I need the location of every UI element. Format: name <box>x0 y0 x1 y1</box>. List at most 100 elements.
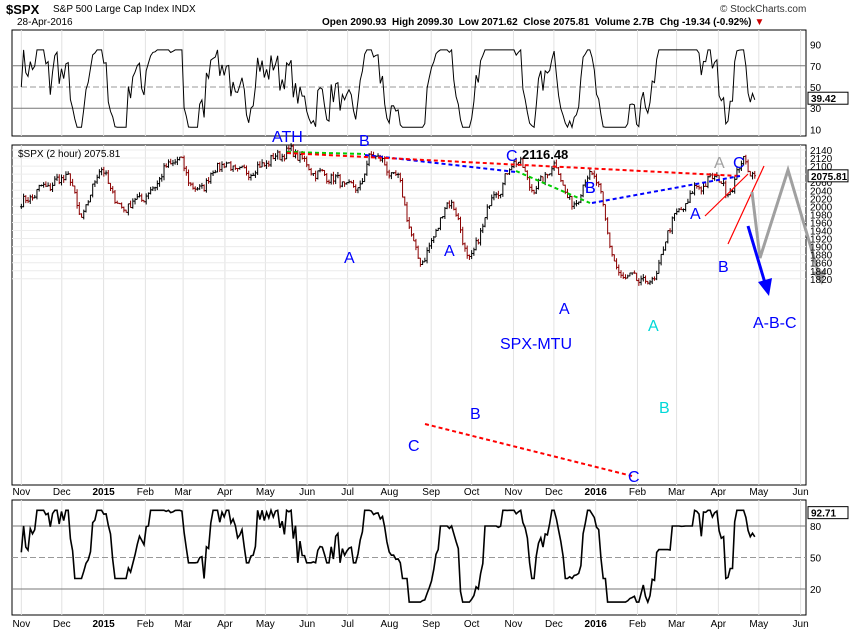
wave-label: A <box>690 206 701 223</box>
wave-label: A <box>444 243 455 260</box>
x-tick-label: Jul <box>341 487 354 498</box>
wave-label: C <box>628 469 640 486</box>
x-tick-label: Jun <box>299 487 315 498</box>
wave-label: C <box>408 438 420 455</box>
price-tick-label: 1840 <box>810 267 833 278</box>
gray-arrow-head <box>812 270 826 285</box>
x-tick-label-bottom: Apr <box>711 619 727 630</box>
wave-label: A <box>559 301 570 318</box>
price-tick-label: 2060 <box>810 178 833 189</box>
projection-label: A-B-C <box>753 315 797 332</box>
wave-label: A <box>648 318 659 335</box>
chart-date: 28-Apr-2016 <box>17 17 73 28</box>
red-dashed-upper <box>286 152 741 177</box>
x-tick-label: Feb <box>137 487 155 498</box>
rsi-tick-label: 10 <box>810 125 822 136</box>
x-tick-label: May <box>749 487 768 498</box>
price-tick-label: 2120 <box>810 154 833 165</box>
gray-projection <box>750 164 822 279</box>
x-tick-label-bottom: 2015 <box>92 619 115 630</box>
x-tick-label: Apr <box>217 487 233 498</box>
peak-value-label: 2116.48 <box>522 147 568 162</box>
rsi-tick-label: 50 <box>810 83 822 94</box>
blue-dashed-line-2 <box>591 175 741 204</box>
price-tick-label: 1900 <box>810 243 833 254</box>
x-tick-label-bottom: Nov <box>505 619 523 630</box>
price-last-value: 2075.81 <box>811 172 848 183</box>
x-tick-label-bottom: Jun <box>793 619 809 630</box>
grid-lines <box>12 30 806 615</box>
x-tick-label-bottom: Jul <box>341 619 354 630</box>
x-tick-label: Apr <box>711 487 727 498</box>
x-tick-label: Mar <box>668 487 686 498</box>
x-tick-label: Dec <box>545 487 563 498</box>
price-tick-label: 2000 <box>810 202 833 213</box>
lower-last-value: 92.71 <box>811 509 836 520</box>
x-tick-label-bottom: Dec <box>53 619 71 630</box>
lower-tick-label: 80 <box>810 522 822 533</box>
price-tick-label: 1980 <box>810 210 833 221</box>
rsi-line <box>20 48 756 130</box>
panel-frame <box>11 144 807 486</box>
wave-label: B <box>718 259 729 276</box>
main-legend: $SPX (2 hour) 2075.81 <box>18 149 121 160</box>
price-tick-label: 1960 <box>810 218 833 229</box>
chg-arrow-icon: ▼ <box>754 17 765 28</box>
x-tick-label-bottom: Apr <box>217 619 233 630</box>
x-tick-label-bottom: Jun <box>299 619 315 630</box>
x-tick-label: May <box>256 487 275 498</box>
x-tick-label: 2015 <box>92 487 115 498</box>
price-tick-label: 1920 <box>810 235 833 246</box>
security-name-text: S&P 500 Large Cap Index <box>53 4 170 15</box>
green-dashed-line <box>286 151 366 155</box>
x-tick-label-bottom: May <box>256 619 275 630</box>
x-tick-label-bottom: Sep <box>422 619 440 630</box>
rsi-last-value: 39.42 <box>811 94 836 105</box>
x-tick-label: Feb <box>629 487 647 498</box>
panel-frame <box>11 29 807 137</box>
x-tick-label-bottom: Oct <box>464 619 480 630</box>
blue-arrow-head <box>758 278 772 296</box>
watermark: © StockCharts.com <box>720 4 807 15</box>
rsi-tick-label: 90 <box>810 41 822 52</box>
price-tick-label: 2140 <box>810 146 833 157</box>
x-tick-label-bottom: Feb <box>137 619 155 630</box>
axis-text: Nov Nov Dec Dec 2015 2015 Feb Feb Mar Mar Apr Apr Ma… <box>12 41 849 630</box>
wave-label: B <box>585 180 596 197</box>
ath-label: ATH <box>272 129 303 146</box>
x-tick-label-bottom: May <box>749 619 768 630</box>
x-tick-label-bottom: Dec <box>545 619 563 630</box>
x-tick-label: Sep <box>422 487 440 498</box>
x-tick-label: Aug <box>381 487 399 498</box>
price-tick-label: 1820 <box>810 275 833 286</box>
x-tick-label-bottom: Aug <box>381 619 399 630</box>
wave-label: B <box>585 180 596 197</box>
price-tick-label: 2100 <box>810 162 833 173</box>
ohlc-readout: Open 2090.93 High 2099.30 Low 2071.62 Cl… <box>322 17 764 28</box>
price-candles <box>20 143 757 286</box>
price-tick-label: 1880 <box>810 251 833 262</box>
wave-label: B <box>359 133 370 150</box>
wave-label: B <box>470 406 481 423</box>
wedge-lower <box>727 165 765 245</box>
blue-projection <box>746 225 767 284</box>
x-tick-label: Dec <box>53 487 71 498</box>
x-tick-label: Nov <box>505 487 523 498</box>
price-tick-label: 1860 <box>810 259 833 270</box>
price-tick-label: 2040 <box>810 186 833 197</box>
price-tick-label: 1940 <box>810 227 833 238</box>
wave-label: C <box>506 148 518 165</box>
symbol-title: $SPX <box>6 2 40 17</box>
wave-label: B <box>659 400 670 417</box>
x-tick-label: 2016 <box>585 487 608 498</box>
x-tick-label-bottom: 2016 <box>585 619 608 630</box>
x-tick-label-bottom: Feb <box>629 619 647 630</box>
indicator-lines <box>20 48 756 605</box>
x-tick-label: Nov <box>12 487 30 498</box>
price-tick-label: 2020 <box>810 194 833 205</box>
wave-label: C <box>733 155 745 172</box>
x-tick-label-bottom: Nov <box>12 619 30 630</box>
price-last-value-box <box>807 169 849 183</box>
